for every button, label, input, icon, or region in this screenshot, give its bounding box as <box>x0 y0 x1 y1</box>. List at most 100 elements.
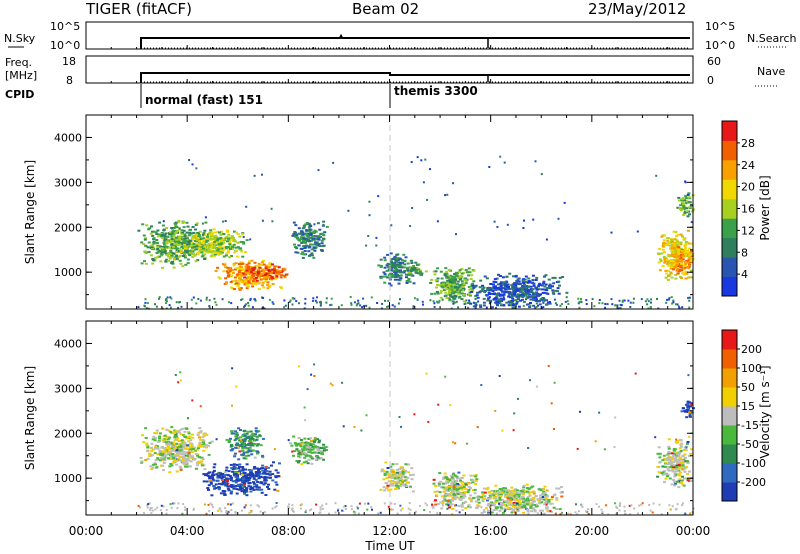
scatter-pixel <box>502 487 506 490</box>
scatter-pixel <box>679 204 683 207</box>
scatter-pixel <box>502 298 506 301</box>
scatter-pixel <box>156 248 160 250</box>
scatter-pixel <box>391 470 395 473</box>
scatter-pixel <box>213 253 217 256</box>
scatter-pixel <box>203 253 207 256</box>
scatter-pixel <box>162 456 166 458</box>
scatter-pixel <box>489 300 493 303</box>
scatter-pixel <box>508 290 511 293</box>
scatter-pixel <box>231 235 234 238</box>
freq-label-line2: [MHz] <box>5 69 37 82</box>
scatter-pixel <box>497 273 500 276</box>
scatter-pixel <box>386 262 390 265</box>
scatter-pixel <box>227 489 231 492</box>
scatter-pixel <box>398 416 401 418</box>
scatter-pixel <box>245 487 249 490</box>
scatter-pixel <box>686 229 690 232</box>
scatter-pixel <box>499 505 503 508</box>
scatter-pixel <box>147 251 151 253</box>
scatter-pixel <box>580 300 582 303</box>
scatter-pixel <box>174 430 178 433</box>
scatter-pixel <box>256 281 260 284</box>
scatter-pixel <box>167 259 170 262</box>
scatter-pixel <box>240 261 244 264</box>
scatter-pixel <box>398 261 402 264</box>
scatter-pixel <box>540 298 543 301</box>
scatter-pixel <box>644 300 647 303</box>
scatter-pixel <box>493 220 496 223</box>
scatter-pixel <box>581 505 584 508</box>
scatter-pixel <box>676 260 680 262</box>
scatter-pixel <box>687 407 691 410</box>
scatter-pixel <box>438 491 442 494</box>
scatter-pixel <box>459 289 463 292</box>
scatter-pixel <box>455 275 458 277</box>
scatter-pixel <box>189 439 193 442</box>
scatter-pixel <box>543 492 547 495</box>
scatter-pixel <box>617 307 620 310</box>
scatter-pixel <box>194 240 198 243</box>
scatter-pixel <box>273 270 277 273</box>
scatter-pixel <box>552 282 556 285</box>
power-data-layer <box>137 155 695 310</box>
scatter-pixel <box>501 276 505 279</box>
scatter-pixel <box>517 287 521 290</box>
scatter-pixel <box>687 192 691 195</box>
scatter-pixel <box>245 490 249 493</box>
scatter-pixel <box>177 250 181 253</box>
scatter-pixel <box>238 287 241 290</box>
scatter-pixel <box>503 504 506 507</box>
scatter-pixel <box>387 480 391 483</box>
scatter-pixel <box>519 489 523 492</box>
scatter-pixel <box>451 292 455 295</box>
scatter-pixel <box>261 456 265 459</box>
scatter-pixel <box>495 277 499 280</box>
scatter-pixel <box>323 231 327 234</box>
scatter-pixel <box>265 277 269 280</box>
scatter-pixel <box>526 497 529 500</box>
scatter-pixel <box>244 280 248 283</box>
scatter-pixel <box>313 223 316 226</box>
scatter-pixel <box>513 412 516 415</box>
scatter-pixel <box>140 241 144 244</box>
scatter-pixel <box>546 509 550 512</box>
scatter-pixel <box>211 506 214 509</box>
scatter-pixel <box>498 375 501 377</box>
scatter-pixel <box>507 287 511 290</box>
scatter-pixel <box>203 432 207 435</box>
scatter-pixel <box>689 405 692 408</box>
scatter-pixel <box>245 205 248 208</box>
scatter-pixel <box>168 231 172 234</box>
scatter-pixel <box>352 510 355 513</box>
scatter-pixel <box>240 443 244 446</box>
scatter-pixel <box>389 269 393 272</box>
scatter-pixel <box>255 485 259 488</box>
scatter-pixel <box>312 231 316 234</box>
scatter-pixel <box>168 436 171 439</box>
scatter-pixel <box>247 437 250 440</box>
scatter-pixel <box>462 486 466 489</box>
scatter-pixel <box>277 266 281 269</box>
scatter-pixel <box>157 235 160 238</box>
scatter-pixel <box>410 467 414 470</box>
scatter-pixel <box>686 249 689 252</box>
scatter-pixel <box>474 480 478 482</box>
scatter-pixel <box>448 299 452 302</box>
scatter-pixel <box>206 244 209 247</box>
scatter-pixel <box>207 444 211 447</box>
scatter-pixel <box>503 161 506 164</box>
scatter-pixel <box>181 427 185 430</box>
scatter-pixel <box>541 496 545 498</box>
scatter-pixel <box>381 302 384 305</box>
scatter-pixel <box>401 469 405 472</box>
scatter-pixel <box>680 410 684 413</box>
scatter-pixel <box>493 292 496 295</box>
cpid-entry-2: themis 3300 <box>394 84 478 98</box>
scatter-pixel <box>302 449 306 452</box>
scatter-pixel <box>322 458 326 461</box>
scatter-pixel <box>191 236 195 239</box>
scatter-pixel <box>690 242 694 245</box>
scatter-pixel <box>301 256 305 259</box>
scatter-pixel <box>473 492 477 495</box>
scatter-pixel <box>178 447 182 450</box>
